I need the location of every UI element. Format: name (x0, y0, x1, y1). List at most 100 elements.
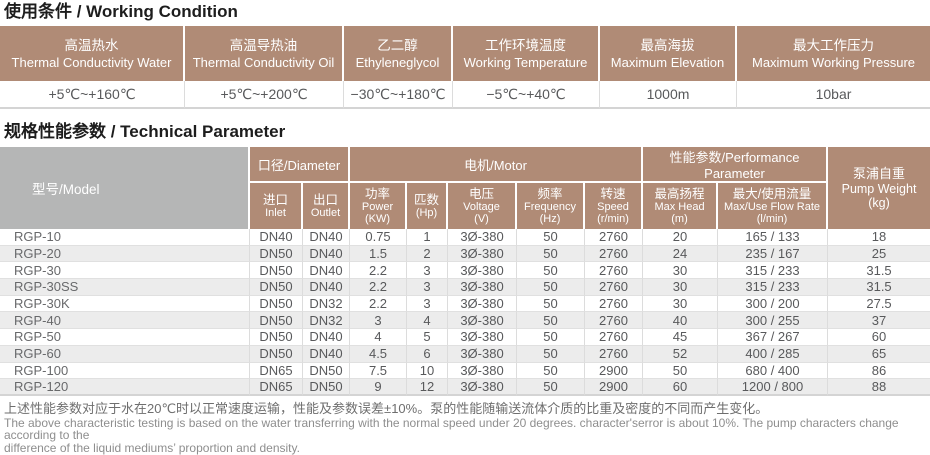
cell-flow-rate: 235 / 167 (718, 245, 829, 263)
cell-inlet: DN50 (250, 345, 303, 363)
header-label-zh: 进口 (262, 193, 288, 207)
cell-power: 9 (350, 379, 408, 397)
cell-weight: 31.5 (828, 262, 930, 280)
header-label-en: Max Head (654, 201, 705, 213)
cell-weight: 60 (828, 329, 930, 346)
cell-speed: 2900 (585, 362, 644, 380)
cell-flow-rate: 680 / 400 (718, 362, 829, 380)
wc-value-thermal-water: +5℃~+160℃ (0, 81, 185, 109)
cell-speed: 2760 (585, 229, 644, 246)
cell-hp: 3 (407, 279, 449, 296)
cell-frequency: 50 (517, 279, 586, 296)
table-row: RGP-50 DN50 DN40 4 5 3Ø-380 50 2760 45 3… (0, 329, 930, 346)
cell-outlet: DN32 (303, 295, 351, 313)
cell-flow-rate: 1200 / 800 (718, 379, 829, 397)
cell-hp: 12 (407, 379, 449, 397)
cell-flow-rate: 300 / 200 (718, 295, 829, 313)
cell-model: RGP-50 (0, 329, 250, 346)
tp-header-outlet: 出口 Outlet (303, 183, 351, 229)
cell-model: RGP-60 (0, 345, 250, 363)
cell-speed: 2760 (585, 295, 644, 313)
tp-header-pump-weight: 泵浦自重 Pump Weight (kg) (828, 147, 930, 229)
cell-voltage: 3Ø-380 (448, 295, 518, 313)
cell-inlet: DN65 (250, 362, 303, 380)
cell-power: 1.5 (350, 245, 408, 263)
cell-speed: 2900 (585, 379, 644, 397)
cell-inlet: DN50 (250, 329, 303, 346)
cell-inlet: DN40 (250, 229, 303, 246)
header-label-en: Thermal Conductivity Oil (192, 55, 335, 70)
cell-max-head: 30 (643, 279, 719, 296)
header-label-en: Max/Use Flow Rate (724, 201, 820, 213)
tp-header-motor-group: 电机/Motor (350, 147, 644, 183)
tp-header-hp: 匹数 (Hp) (407, 183, 449, 229)
header-label-en: Pump Weight (841, 182, 917, 196)
cell-model: RGP-120 (0, 379, 250, 397)
cell-flow-rate: 300 / 255 (718, 312, 829, 330)
cell-weight: 31.5 (828, 279, 930, 296)
cell-model: RGP-100 (0, 362, 250, 380)
cell-speed: 2760 (585, 329, 644, 346)
table-row: RGP-60 DN50 DN40 4.5 6 3Ø-380 50 2760 52… (0, 345, 930, 363)
cell-inlet: DN50 (250, 295, 303, 313)
cell-flow-rate: 315 / 233 (718, 279, 829, 296)
cell-power: 7.5 (350, 362, 408, 380)
header-label-zh: 工作环境温度 (485, 38, 566, 53)
cell-outlet: DN40 (303, 279, 351, 296)
working-condition-table: 高温热水 Thermal Conductivity Water 高温导热油 Th… (0, 26, 930, 109)
table-row: RGP-30SS DN50 DN40 2.2 3 3Ø-380 50 2760 … (0, 279, 930, 296)
cell-frequency: 50 (517, 329, 586, 346)
table-row: RGP-20 DN50 DN40 1.5 2 3Ø-380 50 2760 24… (0, 245, 930, 263)
table-row: RGP-100 DN65 DN50 7.5 10 3Ø-380 50 2900 … (0, 362, 930, 380)
cell-flow-rate: 165 / 133 (718, 229, 829, 246)
header-label-unit: (kg) (868, 196, 890, 210)
cell-outlet: DN32 (303, 312, 351, 330)
cell-model: RGP-30K (0, 295, 250, 313)
cell-model: RGP-30 (0, 262, 250, 280)
header-label-en: Voltage (463, 201, 500, 213)
cell-flow-rate: 367 / 267 (718, 329, 829, 346)
cell-outlet: DN50 (303, 379, 351, 397)
header-label-unit: (r/min) (597, 213, 629, 225)
cell-max-head: 45 (643, 329, 719, 346)
cell-outlet: DN50 (303, 362, 351, 380)
tp-header-inlet: 进口 Inlet (250, 183, 303, 229)
cell-max-head: 60 (643, 379, 719, 397)
cell-outlet: DN40 (303, 229, 351, 246)
wc-header-maximum-elevation: 最高海拔 Maximum Elevation (600, 26, 737, 81)
cell-inlet: DN50 (250, 279, 303, 296)
cell-frequency: 50 (517, 295, 586, 313)
cell-frequency: 50 (517, 345, 586, 363)
tp-header-model: 型号/Model (0, 147, 250, 229)
cell-weight: 88 (828, 379, 930, 397)
footnote-en-line2: difference of the liquid mediums’ propor… (4, 441, 300, 455)
cell-power: 2.2 (350, 295, 408, 313)
cell-speed: 2760 (585, 279, 644, 296)
header-label-zh: 最高扬程 (654, 187, 705, 201)
header-label-unit: (l/min) (756, 213, 788, 225)
cell-power: 4 (350, 329, 408, 346)
table-row: RGP-10 DN40 DN40 0.75 1 3Ø-380 50 2760 2… (0, 229, 930, 246)
table-row: RGP-30K DN50 DN32 2.2 3 3Ø-380 50 2760 3… (0, 295, 930, 313)
cell-hp: 4 (407, 312, 449, 330)
tp-header-diameter-group: 口径/Diameter (250, 147, 351, 183)
cell-model: RGP-10 (0, 229, 250, 246)
cell-power: 0.75 (350, 229, 408, 246)
working-condition-title: 使用条件 / Working Condition (4, 2, 238, 21)
cell-hp: 1 (407, 229, 449, 246)
tp-header-flow-rate: 最大/使用流量 Max/Use Flow Rate (l/min) (718, 183, 829, 229)
header-label-zh: 最大工作压力 (793, 38, 874, 53)
cell-model: RGP-40 (0, 312, 250, 330)
header-label-en: Outlet (310, 207, 341, 219)
header-label-zh: 最高海拔 (640, 38, 695, 53)
header-label-en: Speed (597, 201, 629, 213)
cell-voltage: 3Ø-380 (448, 329, 518, 346)
cell-weight: 37 (828, 312, 930, 330)
footnote-en-line1: The above characteristic testing is base… (4, 416, 899, 442)
footnote: 上述性能参数对应于水在20℃时以正常速度运输，性能及参数误差±10%。泵的性能随… (4, 401, 930, 455)
footnote-zh: 上述性能参数对应于水在20℃时以正常速度运输，性能及参数误差±10%。泵的性能随… (4, 401, 769, 417)
cell-weight: 25 (828, 246, 930, 263)
wc-header-thermal-water: 高温热水 Thermal Conductivity Water (0, 26, 185, 81)
header-label-en: Power (361, 201, 394, 213)
cell-frequency: 50 (517, 229, 586, 246)
